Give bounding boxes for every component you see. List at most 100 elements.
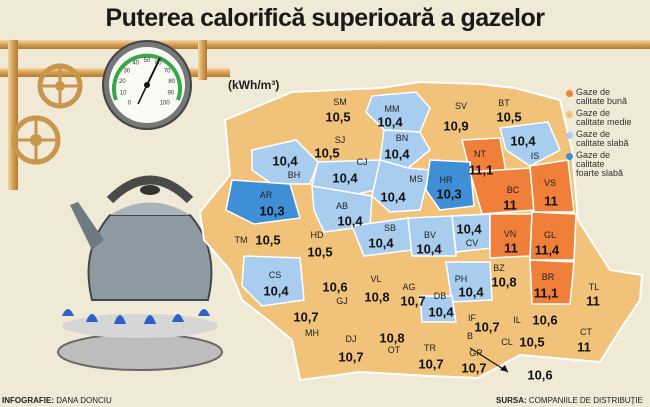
gauge-tick-label: 0: [128, 101, 132, 107]
gauge-tick-label: 20: [119, 79, 126, 85]
county-area-gl: [529, 211, 577, 261]
county-value-tl: 11: [586, 293, 600, 309]
county-value-sm: 10,5: [325, 109, 351, 125]
county-value-cv: 10,4: [456, 221, 482, 237]
county-value-bc: 11: [503, 197, 517, 213]
county-code-bn: BN: [395, 133, 409, 143]
gauge-tick-label: 100: [160, 101, 171, 107]
county-value-ar: 10,3: [259, 203, 285, 219]
county-value-sb: 10,4: [368, 235, 394, 251]
county-code-br: BR: [541, 272, 555, 282]
county-value-hd: 10,5: [307, 244, 333, 260]
county-area-ph: [445, 261, 493, 303]
county-code-ab: AB: [335, 201, 349, 211]
county-area-ar: [225, 179, 301, 225]
county-code-ag: AG: [402, 282, 416, 292]
county-code-cs: CS: [268, 270, 282, 280]
gauge-tick-label: 30: [123, 68, 130, 74]
gauge-tick-label: 50: [144, 58, 151, 64]
county-code-vn: VN: [503, 229, 517, 239]
county-area-db: [419, 295, 457, 323]
credit-left-name: DANA DONCIU: [56, 396, 112, 405]
county-value-ms: 10,4: [380, 189, 406, 205]
county-value-gr: 10,7: [461, 360, 487, 376]
county-code-ar: AR: [259, 190, 273, 200]
county-code-ct: CT: [580, 327, 592, 337]
gauge-tick-label: 90: [167, 91, 174, 97]
county-code-mh: MH: [305, 328, 319, 338]
county-code-bt: BT: [498, 98, 510, 108]
pipe-vertical-right: [198, 40, 207, 80]
county-area-vs: [529, 159, 575, 213]
county-value-bv: 10,4: [416, 241, 442, 257]
county-value-vl: 10,8: [364, 289, 390, 305]
legend: Gaze de calitate bună Gaze de calitate medi…: [566, 88, 650, 181]
county-code-vs: VS: [543, 178, 557, 188]
county-code-is: IS: [530, 151, 540, 161]
county-value-bz: 10,8: [491, 274, 517, 290]
legend-label: foarte slabă: [576, 168, 624, 178]
bucharest-arrow: [469, 347, 509, 373]
legend-item: Gaze de calitate slabă: [566, 130, 650, 148]
county-value-bt: 10,5: [496, 109, 522, 125]
legend-label: Gaze de: [576, 87, 611, 97]
county-value-bn: 10,4: [384, 146, 410, 162]
county-code-hd: HD: [310, 230, 324, 240]
county-code-gr: GR: [469, 348, 483, 358]
legend-label: Gaze de: [576, 129, 611, 139]
legend-label: Gaze de: [576, 150, 611, 160]
legend-label: calitate bună: [576, 96, 628, 106]
county-area-cs: [241, 255, 305, 307]
gauge-tick-label: 10: [120, 91, 127, 97]
county-value-cl: 10,5: [519, 334, 545, 350]
county-code-cj: CJ: [356, 157, 368, 167]
pipe-vertical-left: [8, 40, 18, 190]
county-value-gl: 11,4: [534, 242, 560, 258]
county-value-sv: 10,9: [443, 118, 469, 134]
county-code-dj: DJ: [345, 334, 357, 344]
county-value-gj: 10,6: [322, 279, 348, 295]
credit-left-label: INFOGRAFIE:: [2, 396, 54, 405]
pipe-top: [0, 40, 650, 49]
valve-wheel-icon: [11, 115, 61, 165]
county-code-b: B: [466, 331, 474, 341]
legend-swatch: [566, 132, 573, 139]
county-code-ph: PH: [454, 274, 468, 284]
county-value-mm: 10,4: [377, 114, 403, 130]
county-code-bc: BC: [506, 185, 520, 195]
county-area-bh: [251, 139, 319, 185]
valve-wheel-icon: [37, 63, 83, 109]
gauge-tick-label: 40: [132, 61, 139, 67]
county-code-ms: MS: [409, 174, 423, 184]
county-code-ot: OT: [387, 345, 401, 355]
county-value-ab: 10,4: [337, 213, 363, 229]
county-value-bh: 10,4: [272, 153, 298, 169]
county-code-tr: TR: [424, 343, 436, 353]
county-value-db: 10,4: [428, 304, 454, 320]
county-value-tm: 10,5: [255, 232, 281, 248]
county-code-cl: CL: [501, 337, 513, 347]
gauge-tick-label: 60: [155, 61, 162, 67]
legend-item: Gaze de calitate bună: [566, 88, 650, 106]
county-value-b: 10,6: [527, 367, 553, 383]
gauge-tick-label: 80: [168, 79, 175, 85]
county-area-bn: [379, 129, 431, 169]
county-value-il: 10,6: [532, 312, 558, 328]
unit-label: (kWh/m³): [228, 78, 280, 92]
county-code-bz: BZ: [493, 263, 505, 273]
legend-label: Gaze de: [576, 108, 611, 118]
county-value-ct: 11: [577, 339, 591, 355]
county-value-nt: 11,1: [468, 162, 494, 178]
county-area-br: [529, 259, 575, 305]
county-value-dj: 10,7: [338, 349, 364, 365]
county-value-cj: 10,4: [332, 170, 358, 186]
county-code-db: DB: [433, 291, 447, 301]
county-code-sm: SM: [333, 97, 347, 107]
county-code-bh: BH: [287, 170, 301, 180]
county-value-mh: 10,7: [293, 309, 319, 325]
county-code-mm: MM: [384, 104, 400, 114]
county-code-sj: SJ: [334, 135, 346, 145]
county-value-ag: 10,7: [400, 293, 426, 309]
legend-item: Gaze de calitate foarte slabă: [566, 151, 650, 178]
